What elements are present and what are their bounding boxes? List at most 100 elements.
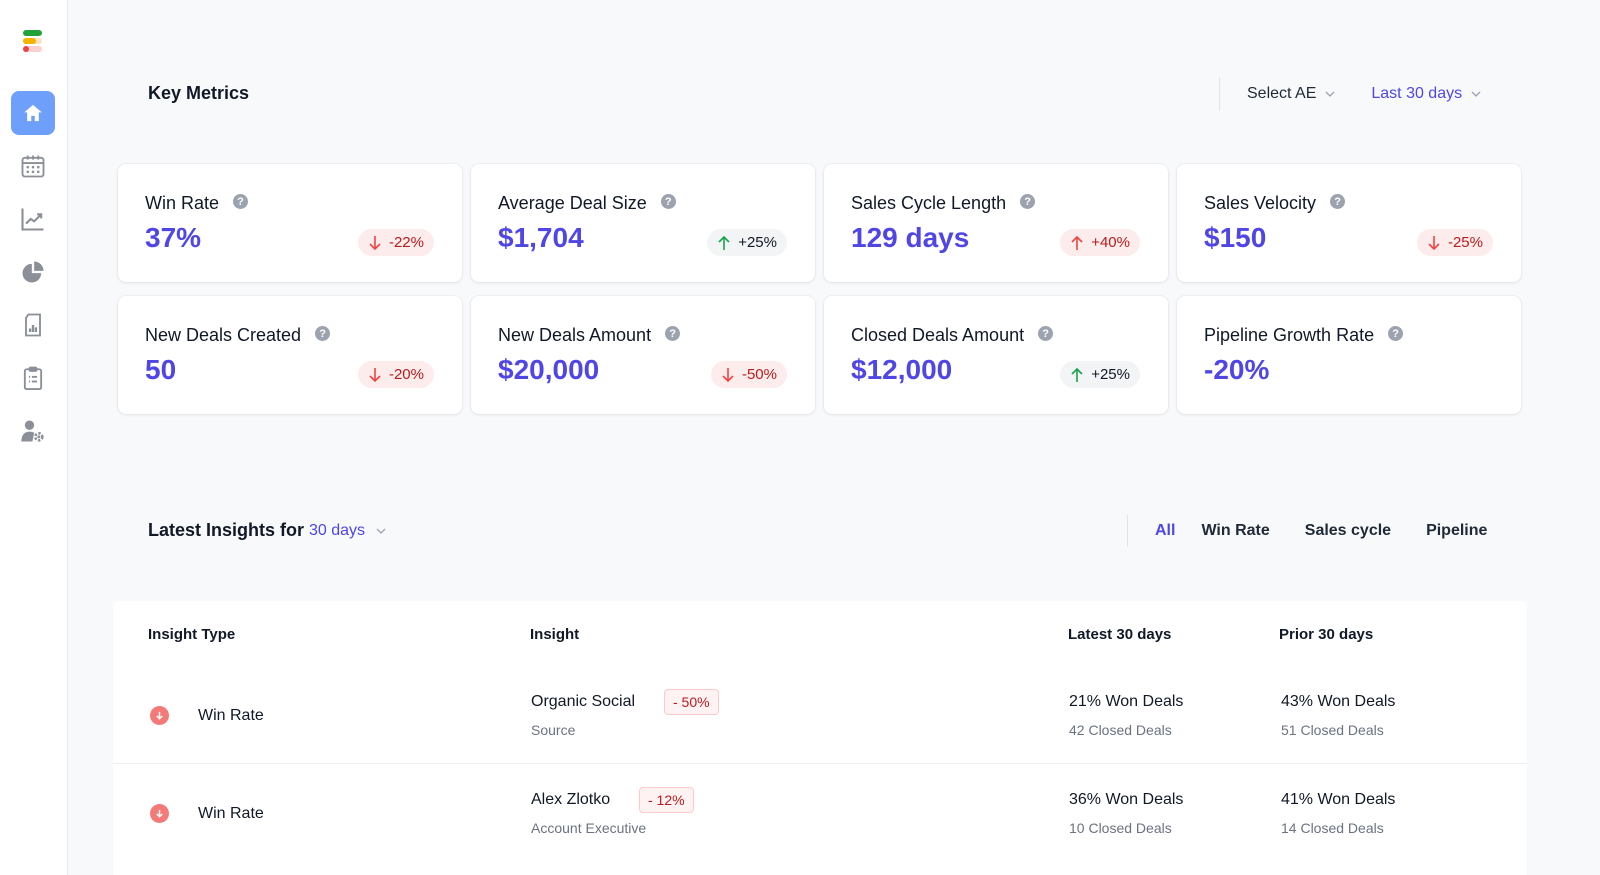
delta-value: -20% (388, 366, 424, 383)
metric-value: $1,704 (498, 222, 584, 253)
delta-badge: -20% (357, 361, 434, 388)
arrow-down-icon (722, 367, 734, 382)
tab-all[interactable]: All (1155, 522, 1176, 539)
metric-value: -20% (1204, 354, 1270, 385)
metric-value: $150 (1204, 222, 1267, 253)
insight-category: Source (531, 722, 576, 738)
tab-pipeline[interactable]: Pipeline (1426, 522, 1488, 539)
metric-card-sales-velocity[interactable]: Sales Velocity? $150 -25% (1177, 164, 1521, 282)
filter-divider (1219, 77, 1220, 111)
prior-closed-deals: 51 Closed Deals (1281, 722, 1384, 738)
arrow-up-icon (718, 235, 730, 250)
table-row[interactable]: Win Rate Organic Social - 50% Source 21%… (113, 666, 1527, 763)
help-icon[interactable]: ? (1038, 326, 1054, 341)
help-icon[interactable]: ? (315, 326, 331, 341)
sidebar (0, 0, 68, 875)
column-header-insight: Insight (530, 626, 580, 643)
table-row[interactable]: Win Rate Alex Zlotko - 12% Account Execu… (113, 763, 1527, 860)
arrow-up-icon (1071, 367, 1083, 382)
metric-label-text: Average Deal Size (498, 193, 647, 213)
logo-bar-red-track (23, 46, 42, 52)
metric-value: 50 (145, 354, 177, 385)
clipboard-icon (23, 366, 43, 391)
metric-label: Closed Deals Amount? (851, 325, 1054, 346)
chevron-down-icon[interactable] (375, 525, 387, 537)
help-icon[interactable]: ? (233, 194, 249, 209)
column-header-insight-type: Insight Type (148, 626, 236, 643)
help-icon[interactable]: ? (660, 194, 676, 209)
metrics-filters: Select AE Last 30 days (1219, 77, 1482, 111)
metric-label-text: New Deals Amount (498, 325, 652, 345)
select-ae-dropdown[interactable]: Select AE (1247, 85, 1336, 103)
metric-card-new-deals-amount[interactable]: New Deals Amount? $20,000 -50% (471, 296, 815, 414)
metric-card-average-deal-size[interactable]: Average Deal Size? $1,704 +25% (471, 164, 815, 282)
metric-label: Win Rate? (145, 193, 249, 214)
metric-card-sales-cycle-length[interactable]: Sales Cycle Length? 129 days +40% (824, 164, 1168, 282)
insights-range-label: 30 days (309, 521, 366, 539)
page-title: Key Metrics (148, 83, 250, 103)
tab-win-rate[interactable]: Win Rate (1201, 522, 1270, 539)
chevron-down-icon (1325, 91, 1335, 97)
line-chart-icon (21, 208, 44, 231)
change-badge: - 12% (639, 787, 694, 813)
metric-card-new-deals-created[interactable]: New Deals Created? 50 -20% (118, 296, 462, 414)
logo-bar-green (23, 30, 42, 36)
logo-bar-orange (23, 38, 36, 44)
calendar-icon (21, 155, 45, 178)
metric-label-text: Win Rate (145, 193, 220, 213)
help-icon[interactable]: ? (1330, 194, 1346, 209)
tab-sales-cycle[interactable]: Sales cycle (1304, 522, 1392, 539)
arrow-up-icon (1071, 235, 1083, 250)
sidebar-item-calendar[interactable] (11, 144, 55, 188)
user-settings-icon (21, 420, 44, 442)
metric-label-text: Sales Velocity (1204, 193, 1317, 213)
insights-title: Latest Insights for 30 days (148, 520, 387, 541)
metric-card-pipeline-growth-rate[interactable]: Pipeline Growth Rate? -20% (1177, 296, 1521, 414)
insights-range-dropdown[interactable]: 30 days (309, 522, 365, 540)
logo-bar-red (23, 46, 29, 52)
sidebar-item-trends[interactable] (11, 197, 55, 241)
sidebar-item-pie-chart[interactable] (11, 250, 55, 294)
sidebar-item-clipboard[interactable] (11, 356, 55, 400)
metric-label: Sales Velocity? (1204, 193, 1346, 214)
delta-badge: +25% (1060, 361, 1140, 388)
report-icon (25, 313, 41, 337)
help-icon[interactable]: ? (1388, 326, 1404, 341)
latest-won-deals: 21% Won Deals (1069, 693, 1184, 710)
delta-value: +40% (1091, 234, 1130, 251)
insights-title-text: Latest Insights for (148, 520, 305, 540)
insights-table: Insight Type Insight Latest 30 days Prio… (113, 601, 1527, 875)
insight-type: Win Rate (198, 707, 264, 724)
app-logo[interactable] (23, 30, 43, 54)
sidebar-item-user-settings[interactable] (11, 409, 55, 453)
prior-closed-deals: 14 Closed Deals (1281, 820, 1384, 836)
sidebar-item-home[interactable] (11, 91, 55, 135)
metric-label: Sales Cycle Length? (851, 193, 1036, 214)
trend-down-icon (150, 706, 169, 725)
metric-value: $12,000 (851, 354, 953, 385)
help-icon[interactable]: ? (665, 326, 681, 341)
delta-badge: -22% (357, 229, 434, 256)
metric-label-text: Pipeline Growth Rate (1204, 325, 1375, 345)
delta-badge: -25% (1416, 229, 1493, 256)
date-range-dropdown[interactable]: Last 30 days (1371, 85, 1482, 103)
latest-won-deals: 36% Won Deals (1069, 791, 1184, 808)
help-icon[interactable]: ? (1020, 194, 1036, 209)
metric-card-win-rate[interactable]: Win Rate? 37% -22% (118, 164, 462, 282)
arrow-down-icon (369, 235, 381, 250)
insight-tabs: All Win Rate Sales cycle Pipeline (1127, 515, 1487, 547)
date-range-label: Last 30 days (1371, 85, 1463, 102)
metric-card-closed-deals-amount[interactable]: Closed Deals Amount? $12,000 +25% (824, 296, 1168, 414)
prior-won-deals: 43% Won Deals (1281, 693, 1396, 710)
sidebar-item-report[interactable] (11, 303, 55, 347)
metric-label: Pipeline Growth Rate? (1204, 325, 1404, 346)
metric-label: New Deals Amount? (498, 325, 681, 346)
delta-badge: -50% (710, 361, 787, 388)
column-header-latest: Latest 30 days (1068, 626, 1172, 643)
column-header-prior: Prior 30 days (1279, 626, 1374, 643)
tabs-divider (1127, 515, 1128, 547)
arrow-down-icon (369, 367, 381, 382)
metric-value: 129 days (851, 222, 970, 253)
metric-value: $20,000 (498, 354, 600, 385)
insight-name: Organic Social (531, 693, 636, 710)
